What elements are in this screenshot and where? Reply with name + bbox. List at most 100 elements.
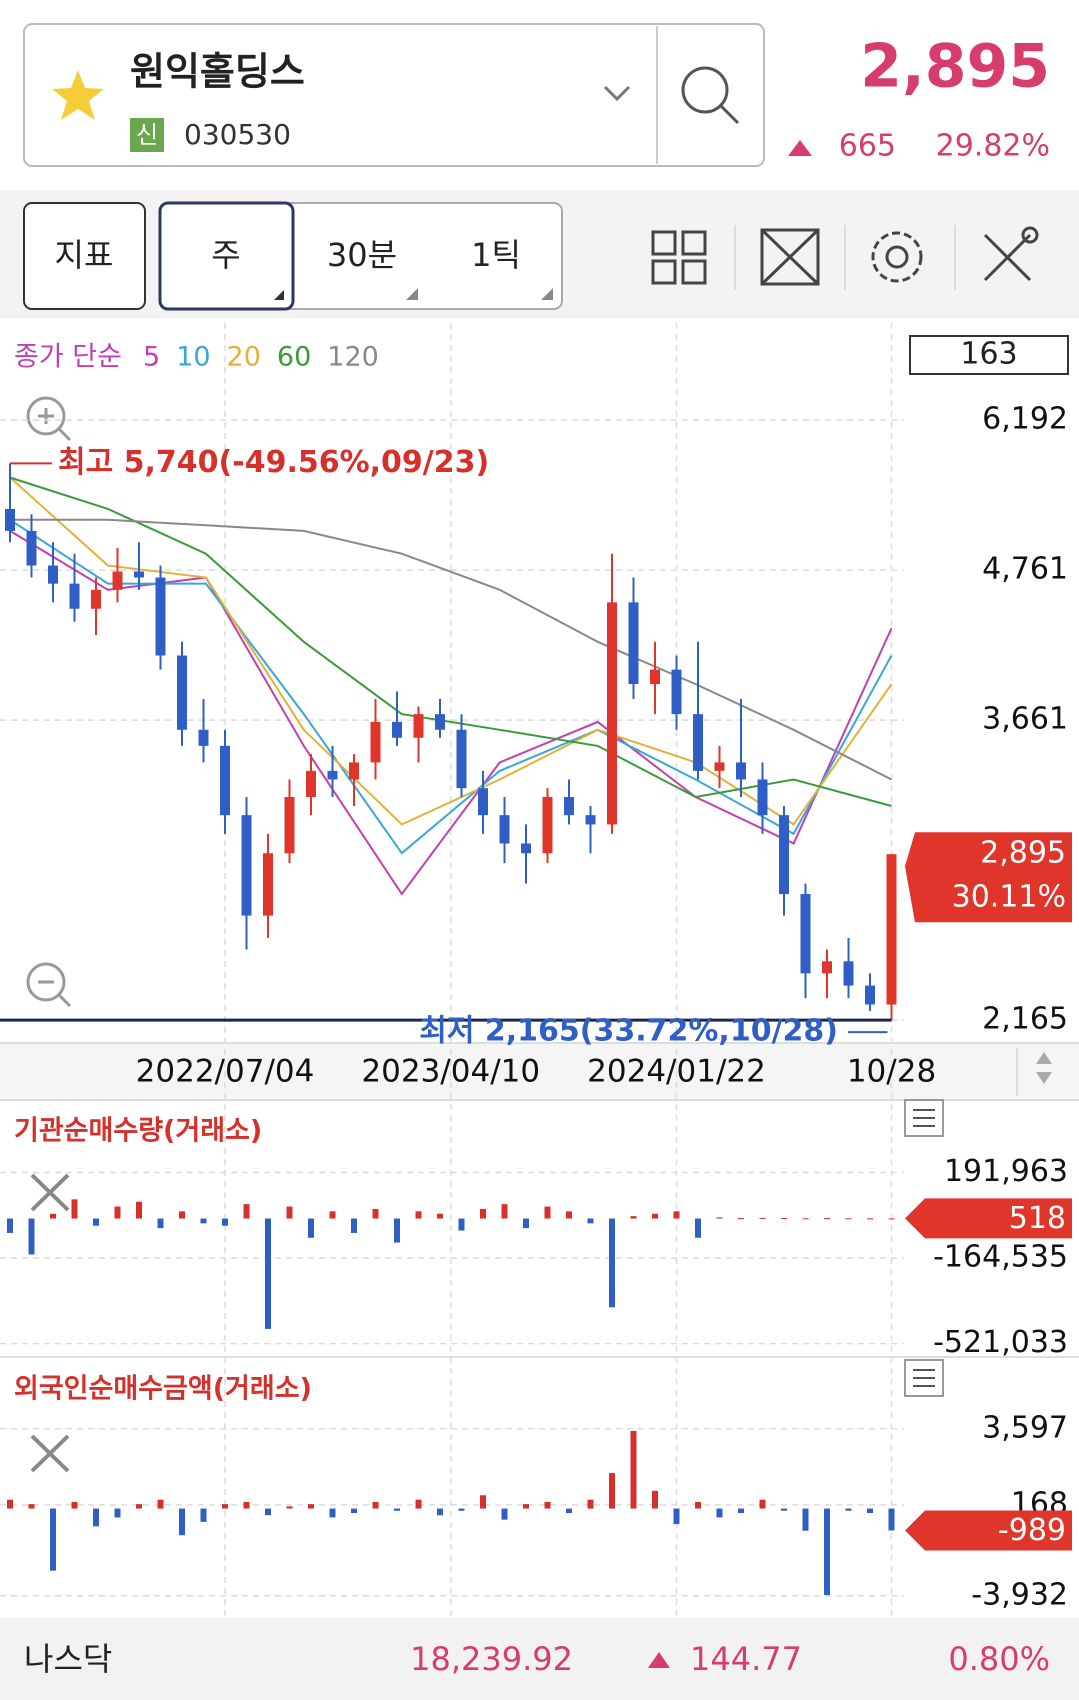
bar (695, 1501, 701, 1509)
candle-body (822, 961, 832, 974)
panel-close[interactable] (30, 1434, 70, 1473)
bar (136, 1504, 142, 1509)
index-value: 18,239.92 (410, 1640, 573, 1678)
bar (716, 1508, 723, 1518)
candle-body (26, 530, 37, 566)
x-tick-label: 10/28 (847, 1054, 936, 1090)
price-change-pct: 29.82% (936, 129, 1050, 164)
bar (781, 1218, 787, 1220)
bar (738, 1218, 744, 1220)
y-tick-label: 191,963 (944, 1154, 1068, 1189)
candle-body (542, 797, 553, 854)
bar (372, 1501, 379, 1509)
zoom-out[interactable] (26, 962, 72, 1008)
tools-icon[interactable] (983, 226, 1039, 282)
candle-body (564, 797, 574, 816)
candle-body (155, 577, 166, 656)
candle-body (714, 762, 725, 771)
bar (695, 1218, 701, 1238)
bar (351, 1218, 357, 1233)
bar (200, 1218, 207, 1224)
bar (50, 1213, 56, 1219)
panel-menu[interactable] (904, 1359, 944, 1397)
favorite-star[interactable] (52, 70, 104, 120)
fullscreen-icon[interactable] (760, 228, 820, 286)
panel-menu[interactable] (904, 1099, 944, 1137)
bar (824, 1508, 830, 1596)
candle-body (306, 770, 316, 798)
bar (458, 1508, 465, 1511)
candle-body (91, 589, 101, 609)
candle-body (241, 815, 252, 916)
dropdown-chevron[interactable] (603, 85, 631, 102)
y-tick-label: -521,033 (933, 1325, 1068, 1360)
indicator-button[interactable] (23, 202, 146, 310)
price-flag-label: 2,895 (980, 836, 1066, 871)
bar (845, 1508, 852, 1511)
candle-body (886, 854, 897, 1005)
bar (157, 1499, 164, 1509)
bar (673, 1211, 680, 1219)
search-button[interactable] (681, 66, 740, 125)
candle-body (478, 788, 488, 816)
legend-entry: 120 (327, 342, 379, 373)
button-label: 지표 (55, 236, 114, 274)
y-tick-label: 6,192 (982, 402, 1068, 437)
scroll-up[interactable] (1036, 1052, 1052, 1064)
y-tick-label: 3,661 (982, 702, 1068, 737)
legend-entry: 20 (227, 342, 261, 373)
button-label[interactable]: 30분 (327, 236, 397, 274)
layout-icon[interactable] (651, 230, 707, 285)
bar (394, 1508, 400, 1511)
legend-entry: 10 (176, 342, 210, 373)
bar (544, 1206, 551, 1219)
bar (93, 1218, 99, 1226)
zoom-in[interactable] (26, 396, 72, 442)
candle-body (69, 583, 80, 609)
bar (71, 1501, 78, 1509)
candle-body (736, 762, 746, 780)
y-tick-label: 3,597 (982, 1410, 1068, 1445)
x-tick-label: 2022/07/04 (136, 1054, 315, 1090)
bar (781, 1508, 787, 1511)
period-week[interactable] (158, 201, 295, 311)
scroll-down[interactable] (1036, 1072, 1052, 1084)
button-label[interactable]: 1틱 (471, 236, 521, 274)
y-tick-label: -164,535 (933, 1240, 1068, 1275)
bar (71, 1199, 78, 1219)
bar (243, 1501, 250, 1509)
badge-text: 신 (136, 121, 158, 149)
bar (28, 1504, 35, 1509)
bar (888, 1218, 895, 1220)
count-box (909, 335, 1069, 375)
high-annotation: 최고 5,740(-49.56%,09/23) (58, 445, 489, 480)
stock-name: 원익홀딩스 (130, 50, 305, 94)
bar (200, 1508, 207, 1522)
bar (867, 1508, 873, 1513)
badge (130, 118, 164, 152)
bar (824, 1218, 830, 1220)
bar (286, 1206, 293, 1219)
corner (541, 288, 553, 300)
bar (114, 1206, 121, 1219)
stock-selector[interactable] (23, 23, 765, 167)
panel-close[interactable] (30, 1173, 70, 1212)
bar (157, 1218, 164, 1229)
up-arrow (648, 1652, 670, 1668)
low-annotation: 최저 2,165(33.72%,10/28) (419, 1014, 838, 1049)
bar (329, 1211, 336, 1219)
visible-count: 163 (960, 337, 1017, 372)
settings-icon[interactable] (871, 231, 923, 283)
bar (308, 1218, 314, 1238)
candle-body (5, 508, 15, 531)
current-price: 2,895 (860, 32, 1050, 102)
bar (7, 1218, 13, 1233)
corner (274, 290, 284, 300)
candle-body (693, 714, 703, 771)
bar (587, 1499, 594, 1509)
candle-body (628, 602, 639, 685)
bar (630, 1216, 637, 1219)
bar (286, 1506, 293, 1509)
candle-body (435, 714, 445, 730)
